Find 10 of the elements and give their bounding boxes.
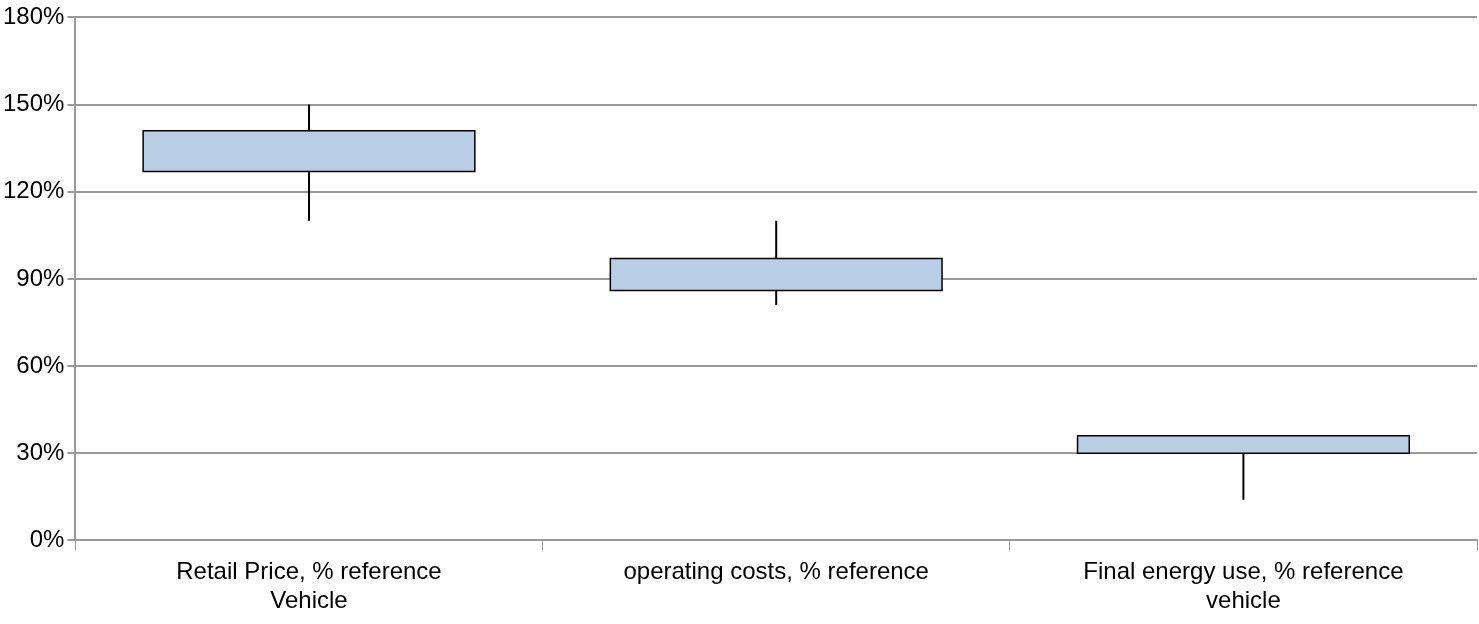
- y-tick-label: 150%: [2, 89, 65, 117]
- y-tick-label: 0%: [29, 525, 65, 553]
- x-tick-label: Retail Price, % reference Vehicle: [176, 557, 442, 614]
- x-tick-label: operating costs, % reference: [623, 557, 929, 585]
- x-tick-label: Final energy use, % reference vehicle: [1083, 557, 1404, 614]
- y-tick-label: 120%: [2, 176, 65, 204]
- y-tick-label: 180%: [2, 2, 65, 30]
- y-tick-label: 90%: [16, 263, 65, 291]
- y-tick-label: 60%: [16, 350, 65, 378]
- y-tick-label: 30%: [16, 437, 65, 465]
